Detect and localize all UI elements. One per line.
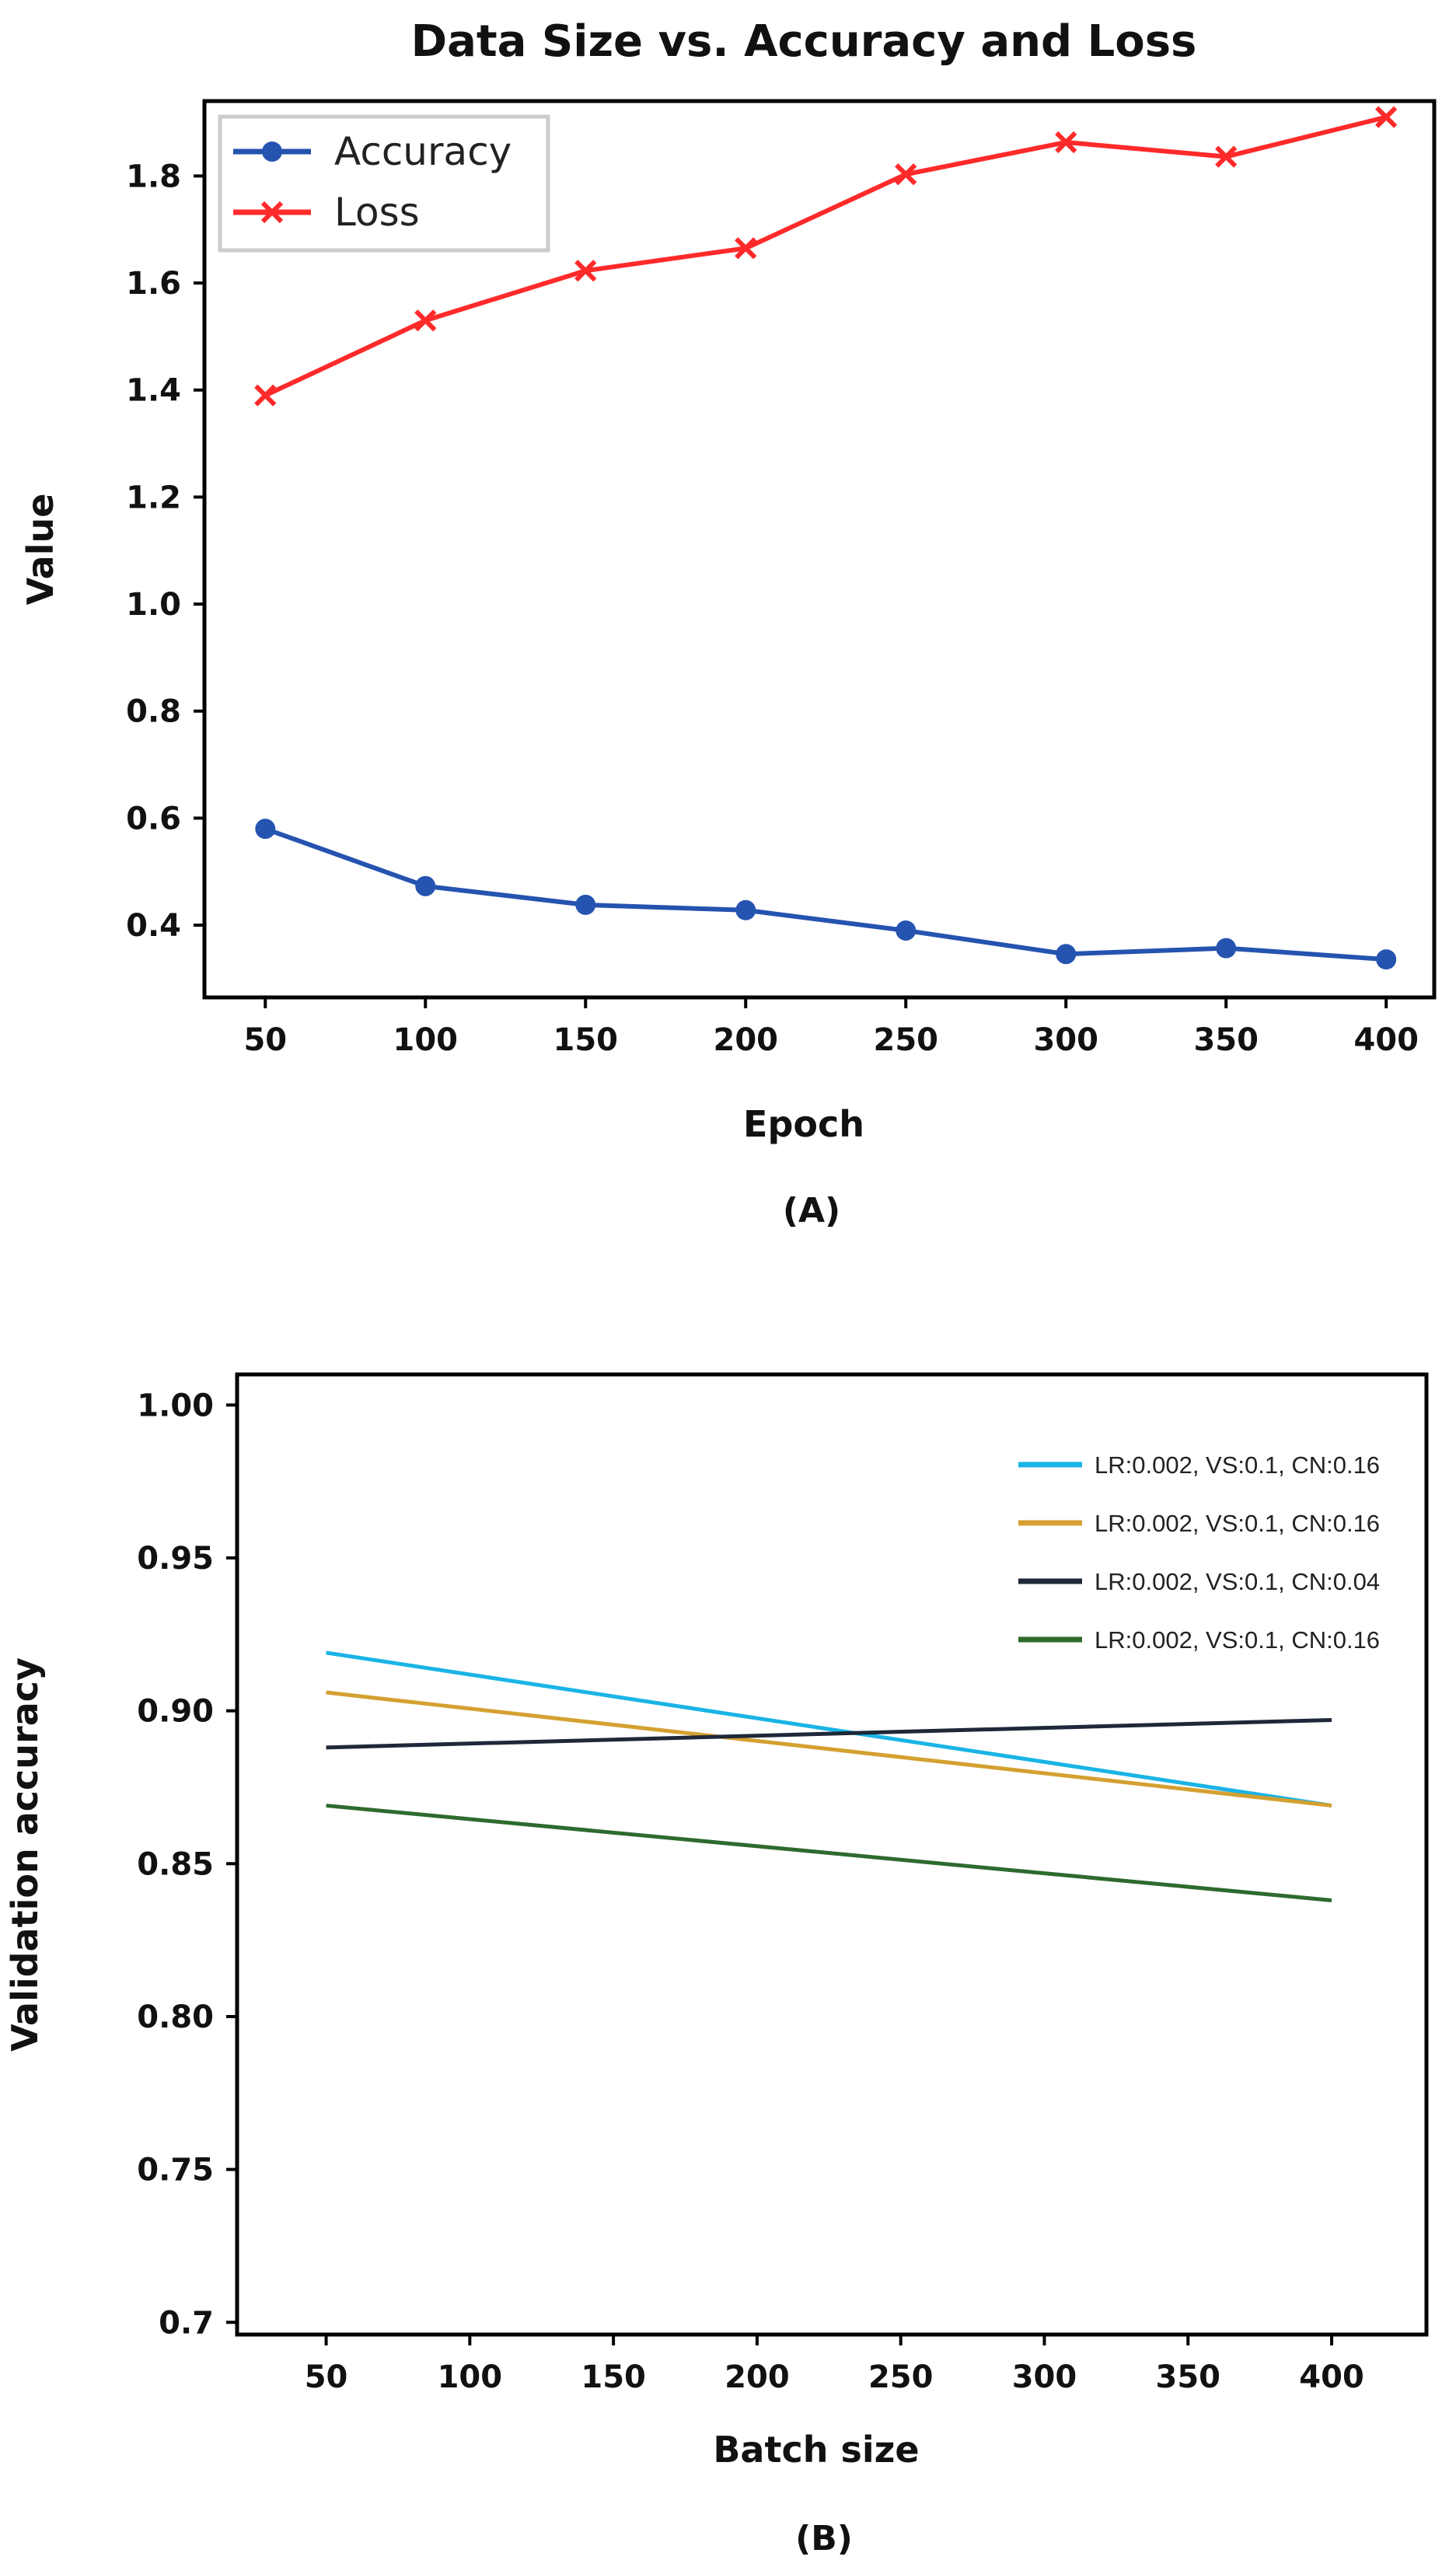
x-tick-label: 150: [553, 1022, 619, 1058]
series-line-3: [326, 1717, 1332, 1750]
y-tick-label: 0.95: [137, 1541, 214, 1577]
x-tick-label: 100: [438, 2359, 503, 2395]
x-tick-label: 400: [1353, 1022, 1419, 1058]
y-tick-label: 0.75: [137, 2153, 214, 2188]
x-tick-label: 200: [725, 2359, 790, 2395]
y-axis-label: Value: [19, 494, 61, 606]
point-accuracy-350: [1216, 938, 1237, 959]
legend-marker: [262, 141, 282, 162]
series-line-4: [326, 1804, 1332, 1902]
y-tick-label: 0.8: [126, 694, 181, 730]
y-tick-label: 0.85: [137, 1846, 214, 1882]
plot-frame: [235, 1372, 1429, 2337]
chart-b: 50 100 150 200 250 300 350 400 0.7 0.75 0.80 0.85 0.…: [4, 1372, 1429, 2558]
legend-label: LR:0.002, VS:0.1, CN:0.16: [1095, 1626, 1380, 1654]
point-loss-50: [254, 384, 277, 407]
legend-box: [218, 114, 550, 253]
legend-label: Loss: [334, 190, 420, 235]
point-accuracy-300: [1056, 944, 1077, 965]
point-loss-350: [1215, 145, 1238, 168]
point-accuracy-200: [735, 899, 756, 920]
x-tick-label: 50: [305, 2359, 348, 2395]
x-axis-label: Batch size: [713, 2429, 919, 2471]
chart-a: Data Size vs. Accuracy and Loss 50 100 150 2…: [19, 16, 1437, 1231]
plot-frame: [202, 99, 1437, 1000]
chart-title: Data Size vs. Accuracy and Loss: [411, 16, 1197, 67]
y-axis-label: Validation accuracy: [4, 1657, 46, 2052]
y-tick-label: 0.4: [126, 908, 181, 944]
legend: LR:0.002, VS:0.1, CN:0.16 LR:0.002, VS:0.…: [1018, 1451, 1380, 1654]
panel-label: (A): [783, 1191, 840, 1231]
x-tick-label: 50: [243, 1022, 287, 1058]
series-line-2: [264, 114, 1387, 398]
x-tick-label: 250: [873, 1022, 938, 1058]
point-accuracy-150: [575, 894, 596, 915]
series-line-2: [326, 1690, 1332, 1808]
panel-label: (B): [795, 2519, 853, 2558]
point-accuracy-100: [415, 875, 436, 896]
point-loss-200: [735, 237, 757, 260]
point-loss-150: [574, 260, 597, 282]
series-line-1: [264, 826, 1387, 962]
x-tick-label: 250: [868, 2359, 934, 2395]
legend: Accuracy Loss: [218, 114, 550, 253]
legend-label: Accuracy: [334, 129, 512, 174]
legend-label: LR:0.002, VS:0.1, CN:0.04: [1095, 1568, 1380, 1595]
y-tick-label: 1.2: [126, 480, 181, 515]
point-loss-250: [895, 163, 917, 186]
point-accuracy-250: [896, 920, 917, 941]
y-tick-label: 0.6: [126, 801, 181, 836]
x-axis-label: Epoch: [743, 1103, 864, 1145]
point-accuracy-400: [1376, 949, 1397, 970]
x-tick-label: 200: [713, 1022, 778, 1058]
y-tick-label: 1.4: [126, 373, 181, 409]
point-accuracy-50: [255, 819, 276, 840]
x-tick-label: 300: [1012, 2359, 1077, 2395]
x-tick-label: 350: [1193, 1022, 1259, 1058]
point-loss-400: [1375, 106, 1398, 128]
y-tick-label: 0.90: [137, 1694, 214, 1730]
point-loss-100: [414, 309, 437, 332]
y-tick-label: 0.80: [137, 1999, 214, 2035]
x-tick-label: 400: [1299, 2359, 1364, 2395]
point-loss-300: [1055, 131, 1077, 154]
x-tick-label: 350: [1156, 2359, 1221, 2395]
x-tick-label: 300: [1033, 1022, 1098, 1058]
y-tick-label: 1.00: [137, 1388, 214, 1423]
y-tick-label: 1.8: [126, 159, 181, 194]
legend-label: LR:0.002, VS:0.1, CN:0.16: [1095, 1451, 1380, 1479]
y-tick-label: 1.6: [126, 266, 181, 302]
y-tick-label: 1.0: [126, 587, 181, 623]
y-tick-label: 0.7: [159, 2305, 214, 2341]
legend-marker: [260, 201, 284, 224]
series-line-1: [326, 1650, 1332, 1808]
legend-label: LR:0.002, VS:0.1, CN:0.16: [1095, 1510, 1380, 1537]
x-tick-label: 100: [393, 1022, 459, 1058]
x-tick-label: 150: [581, 2359, 646, 2395]
